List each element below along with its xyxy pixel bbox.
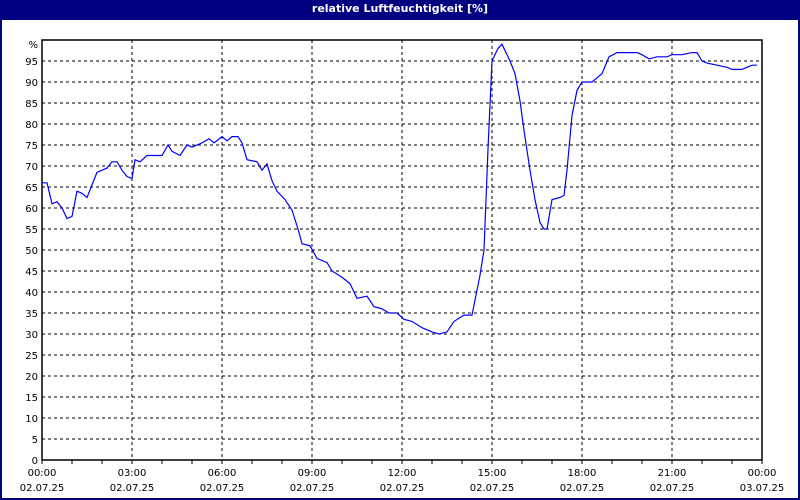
x-tick-date: 02.07.25 (200, 483, 245, 494)
y-tick-label: 25 (25, 351, 38, 362)
y-tick-label: 35 (25, 309, 38, 320)
x-tick-date: 03.07.25 (740, 483, 785, 494)
x-tick-time: 15:00 (478, 468, 507, 479)
x-tick-time: 00:00 (748, 468, 777, 479)
y-axis-unit-label: % (28, 40, 38, 51)
y-tick-label: 30 (25, 330, 38, 341)
y-tick-label: 0 (32, 456, 38, 467)
x-tick-date: 02.07.25 (650, 483, 695, 494)
x-tick-date: 02.07.25 (20, 483, 65, 494)
x-tick-time: 06:00 (208, 468, 237, 479)
plot-frame (41, 39, 763, 461)
x-tick-date: 02.07.25 (290, 483, 335, 494)
y-tick-label: 65 (25, 183, 38, 194)
y-tick-label: 50 (25, 246, 38, 257)
y-tick-label: 95 (25, 57, 38, 68)
y-tick-label: 90 (25, 78, 38, 89)
y-tick-label: 45 (25, 267, 38, 278)
chart-title: relative Luftfeuchtigkeit [%] (2, 0, 798, 20)
x-tick-time: 12:00 (388, 468, 417, 479)
y-tick-label: 5 (32, 435, 38, 446)
humidity-series-line (42, 43, 757, 335)
x-tick-date: 02.07.25 (380, 483, 425, 494)
x-tick-date: 02.07.25 (110, 483, 155, 494)
x-tick-time: 03:00 (118, 468, 147, 479)
y-tick-label: 10 (25, 414, 38, 425)
y-tick-label: 70 (25, 162, 38, 173)
y-tick-label: 15 (25, 393, 38, 404)
x-tick-time: 18:00 (568, 468, 597, 479)
x-tick-time: 00:00 (28, 468, 57, 479)
x-tick-date: 02.07.25 (560, 483, 605, 494)
x-tick-time: 21:00 (658, 468, 687, 479)
y-tick-label: 55 (25, 225, 38, 236)
y-tick-label: 80 (25, 120, 38, 131)
y-tick-label: 40 (25, 288, 38, 299)
y-tick-label: 85 (25, 99, 38, 110)
y-tick-label: 60 (25, 204, 38, 215)
y-tick-label: 20 (25, 372, 38, 383)
x-tick-time: 09:00 (298, 468, 327, 479)
y-tick-label: 75 (25, 141, 38, 152)
x-tick-date: 02.07.25 (470, 483, 515, 494)
